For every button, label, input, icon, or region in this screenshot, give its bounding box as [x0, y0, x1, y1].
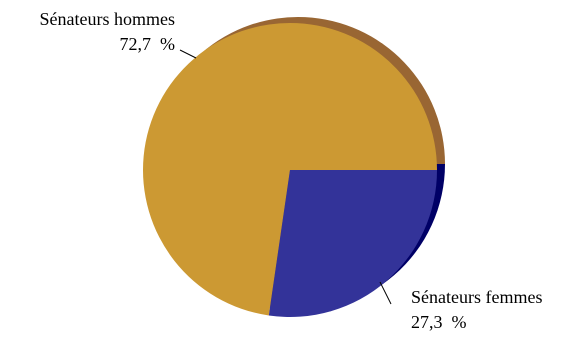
leader-line-hommes [179, 49, 197, 59]
slice-value-femmes: 27,3 % [411, 312, 467, 332]
leader-line-femmes [379, 281, 392, 305]
slice-value-hommes: 72,7 % [120, 34, 176, 54]
slice-label-hommes: Sénateurs hommes [40, 9, 175, 29]
pie-top-layer [142, 23, 437, 318]
pie-slice-1 [268, 170, 437, 318]
leader-lines [179, 49, 392, 305]
slice-label-femmes: Sénateurs femmes [411, 287, 542, 307]
pie-slice-0 [142, 23, 437, 316]
